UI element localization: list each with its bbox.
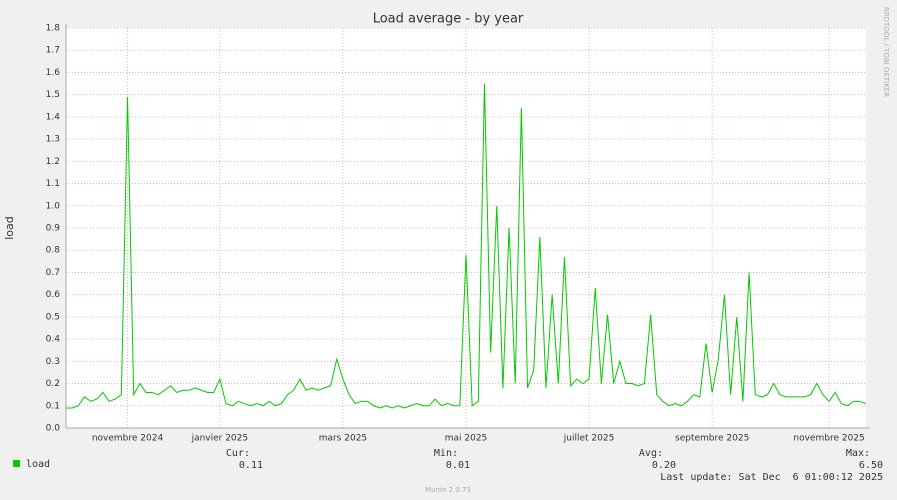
stat-label: Cur: <box>226 448 250 459</box>
y-axis-label: load <box>3 216 16 240</box>
data-line <box>66 83 867 409</box>
y-tick-label: 0.3 <box>46 357 60 367</box>
footer: Munin 2.0.73 <box>425 486 471 494</box>
y-tick-label: 0.7 <box>46 268 60 278</box>
stat-value: 0.01 <box>446 460 470 471</box>
y-tick-label: 1.5 <box>46 90 60 100</box>
stat-value: 6.50 <box>859 460 883 471</box>
y-tick-label: 0.1 <box>46 401 60 411</box>
x-tick-label: juillet 2025 <box>563 434 615 444</box>
x-tick-label: novembre 2025 <box>793 434 864 444</box>
y-tick-label: 0.2 <box>46 379 60 389</box>
y-tick-label: 1.8 <box>46 24 61 34</box>
y-tick-label: 1.6 <box>46 68 61 78</box>
stat-label: Avg: <box>639 448 663 459</box>
legend-label: load <box>26 459 50 470</box>
y-tick-label: 1.4 <box>46 112 61 122</box>
chart-title: Load average - by year <box>373 12 524 27</box>
y-tick-label: 1.7 <box>46 46 60 56</box>
y-tick-label: 1.3 <box>46 135 60 145</box>
stat-label: Min: <box>434 448 458 459</box>
stat-value: 0.11 <box>239 460 263 471</box>
side-label: RRDTOOL / TOBI OETIKER <box>882 7 890 97</box>
y-tick-label: 0.8 <box>46 246 61 256</box>
y-tick-label: 1.0 <box>46 201 61 211</box>
legend-swatch <box>13 460 20 467</box>
y-tick-label: 0.6 <box>46 290 61 300</box>
x-tick-label: septembre 2025 <box>675 434 749 444</box>
y-tick-label: 0.5 <box>46 312 60 322</box>
y-tick-label: 1.2 <box>46 157 60 167</box>
x-tick-label: mai 2025 <box>445 434 488 444</box>
stat-label: Max: <box>846 448 870 459</box>
y-tick-label: 1.1 <box>46 179 60 189</box>
x-tick-label: janvier 2025 <box>191 434 249 444</box>
last-update: Last update: Sat Dec 6 01:00:12 2025 <box>660 472 883 483</box>
x-tick-label: novembre 2024 <box>92 434 164 444</box>
x-tick-label: mars 2025 <box>319 434 367 444</box>
y-tick-label: 0.0 <box>46 424 61 434</box>
y-tick-label: 0.4 <box>46 335 61 345</box>
stat-value: 0.20 <box>652 460 676 471</box>
y-tick-label: 0.9 <box>46 224 61 234</box>
